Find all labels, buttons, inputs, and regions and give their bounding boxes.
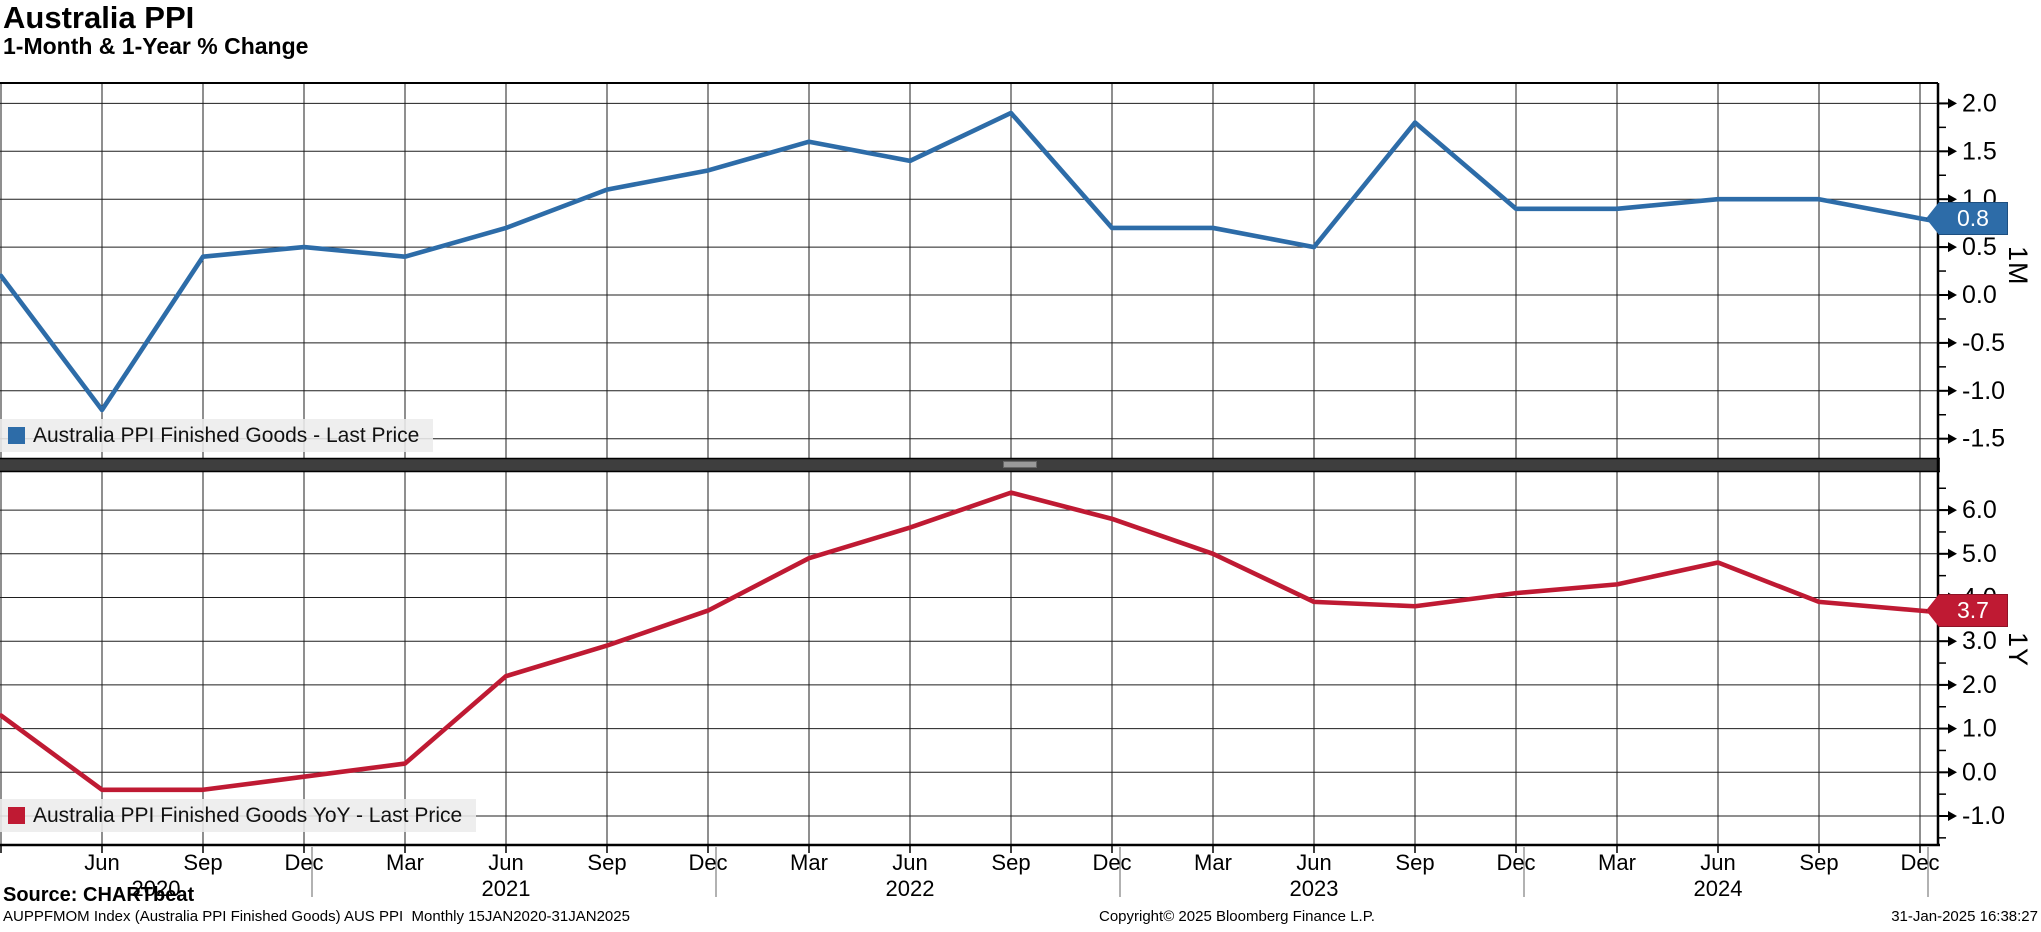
y-axis-label: 3.0 [1962,627,1997,655]
y-axis-label: -1.0 [1962,377,2005,405]
x-axis-month-label: Mar [1194,850,1232,875]
x-axis-month-label: Dec [1092,850,1131,875]
y-axis-tick-arrow-icon [1948,290,1957,300]
y-axis-label: -1.5 [1962,425,2005,453]
data-series [0,110,1940,793]
y-axis-tick-arrow-icon [1948,194,1957,205]
x-axis-year-label: 2021 [482,876,531,901]
x-axis-month-label: Sep [1799,850,1838,875]
x-axis-month-label: Mar [790,850,828,875]
legend-bottom-panel[interactable]: Australia PPI Finished Goods YoY - Last … [0,799,477,832]
footer-copyright: Copyright© 2025 Bloomberg Finance L.P. [1099,908,1375,925]
y-axis-tick-arrow-icon [1948,385,1957,396]
legend-swatch-blue-icon [8,427,25,444]
footer-index-info: AUPPFMOM Index (Australia PPI Finished G… [3,908,630,925]
x-axis-month-label: Mar [386,850,424,875]
y-axis-label: 0.0 [1962,758,1997,786]
y-axis-tick-arrow-icon [1948,98,1957,109]
last-price-badge-1y: 3.7 [1926,594,2008,627]
x-axis-month-label: Jun [892,850,927,875]
y-axis-tick-arrow-icon [1948,679,1957,690]
y-axis-tick-arrow-icon [1948,242,1957,253]
y-axis-tick-arrow-icon [1948,337,1957,348]
y-axis-tick-arrow-icon [1948,548,1957,559]
y-axis-label: 2.0 [1962,671,1997,699]
x-axis-year-label: 2024 [1694,876,1743,901]
y-axis-tick-arrow-icon [1948,767,1957,778]
legend-swatch-red-icon [8,807,25,824]
x-axis-month-label: Jun [1296,850,1331,875]
x-axis-month-label: Dec [1496,850,1535,875]
x-axis-month-label: Dec [284,850,323,875]
price-line [0,490,1940,793]
panel-drag-handle[interactable] [1003,461,1037,468]
y-axis-label: 1.5 [1962,137,1997,165]
x-axis-month-label: Dec [688,850,727,875]
x-axis-year-label: 2023 [1290,876,1339,901]
panel-separator [0,459,1940,471]
x-axis-month-label: Sep [183,850,222,875]
axis-title-1y: 1Y [2003,632,2033,668]
y-axis-label: 6.0 [1962,496,1997,524]
chart-title: Australia PPI [3,0,195,35]
x-axis-month-label: Sep [1395,850,1434,875]
legend-top-panel[interactable]: Australia PPI Finished Goods - Last Pric… [0,419,434,452]
x-axis-month-label: Jun [488,850,523,875]
y-axis-label: -1.0 [1962,802,2005,830]
y-axis-tick-arrow-icon [1948,146,1957,157]
axis-labels: 2.01.51.00.50.0-0.5-1.0-1.56.05.04.03.02… [84,89,2005,901]
x-axis-month-label: Dec [1900,850,1939,875]
footer-timestamp: 31-Jan-2025 16:38:27 [1891,908,2038,925]
x-axis-month-label: Sep [587,850,626,875]
price-line [0,110,1940,413]
y-axis-tick-arrow-icon [1948,811,1957,821]
legend-label: Australia PPI Finished Goods - Last Pric… [33,423,420,447]
y-axis-tick-arrow-icon [1948,723,1957,734]
y-axis-label: 0.5 [1962,233,1997,261]
gridlines [0,83,1938,845]
last-price-badge-1m: 0.8 [1926,202,2008,235]
axis-title-1m: 1M [2003,246,2033,286]
x-axis-month-label: Sep [991,850,1030,875]
y-axis-tick-arrow-icon [1948,505,1957,516]
source-note: Source: CHARTbeat [3,884,195,906]
y-axis-label: 0.0 [1962,281,1997,309]
x-axis-month-label: Jun [84,850,119,875]
axes [0,82,1940,847]
x-axis-year-label: 2022 [886,876,935,901]
x-axis-month-label: Mar [1598,850,1636,875]
y-axis-tick-arrow-icon [1948,636,1957,647]
legend-label: Australia PPI Finished Goods YoY - Last … [33,803,463,827]
y-axis-tick-arrow-icon [1948,433,1957,444]
y-axis-label: 2.0 [1962,89,1997,117]
y-axis-label: 1.0 [1962,715,1997,743]
chart-subtitle: 1-Month & 1-Year % Change [3,33,309,59]
y-axis-label: -0.5 [1962,329,2005,357]
x-axis-month-label: Jun [1700,850,1735,875]
y-axis-label: 5.0 [1962,540,1997,568]
x-axis-year-label: 2020 [132,876,181,901]
